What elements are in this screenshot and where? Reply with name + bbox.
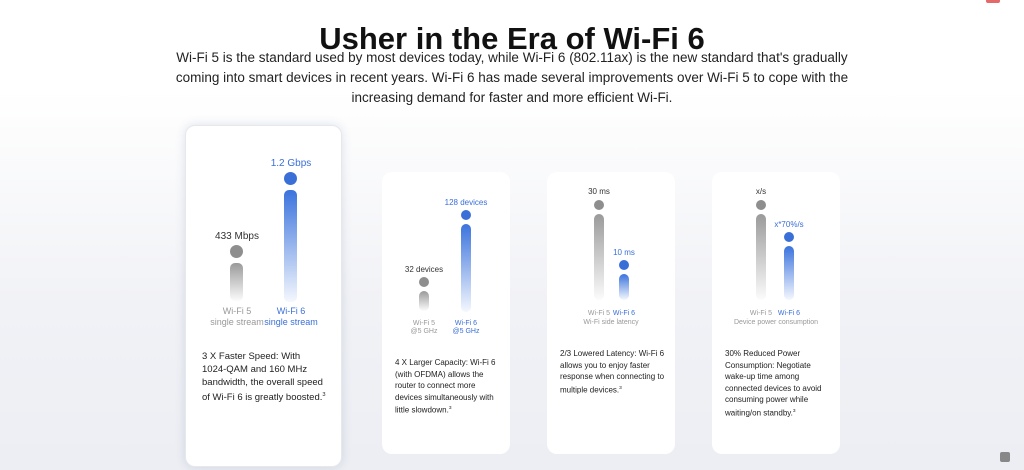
wifi5-label: Wi-Fi 5 <box>749 310 773 317</box>
wifi5-label: Wi-Fi 5 @5 GHz <box>410 320 438 336</box>
wifi5-value: x/s <box>755 187 767 196</box>
corner-accent <box>986 0 1000 3</box>
feature-description: 30% Reduced Power Consumption: Negotiate… <box>725 349 822 418</box>
wifi6-value: 128 devices <box>444 198 488 207</box>
feature-description: 4 X Larger Capacity: Wi-Fi 6 (with OFDMA… <box>395 358 496 415</box>
intro-paragraph: Wi-Fi 5 is the standard used by most dev… <box>175 50 849 105</box>
wifi5-bar <box>594 214 604 300</box>
chart-caption: Wi-Fi side latency <box>583 319 639 326</box>
chat-widget-icon[interactable] <box>1000 452 1010 462</box>
wifi5-value: 32 devices <box>404 265 444 274</box>
wifi6-value: x*70%/s <box>774 220 804 229</box>
wifi6-bar <box>784 246 794 300</box>
wifi6-label: Wi-Fi 6 <box>777 310 801 317</box>
feature-description: 3 X Faster Speed: With 1024-QAM and 160 … <box>202 351 326 404</box>
feature-card-capacity[interactable]: 32 devices 128 devices Wi-Fi 5 @5 GHz Wi… <box>382 172 510 454</box>
wifi5-bar <box>230 263 243 301</box>
wifi5-value: 30 ms <box>588 187 610 196</box>
wifi6-label: Wi-Fi 6 single stream <box>264 306 318 327</box>
wifi5-dot <box>230 245 243 258</box>
wifi5-dot <box>594 200 604 210</box>
wifi6-label: Wi-Fi 6 @5 GHz <box>452 320 480 336</box>
wifi5-value: 433 Mbps <box>215 231 259 242</box>
wifi5-label: Wi-Fi 5 <box>587 310 611 317</box>
wifi6-dot <box>619 260 629 270</box>
wifi5-bar <box>419 291 429 311</box>
wifi6-dot <box>461 210 471 220</box>
wifi6-bar <box>619 274 629 300</box>
feature-card-speed[interactable]: 433 Mbps 1.2 Gbps Wi-Fi 5 single stream … <box>185 125 342 467</box>
chart-caption: Device power consumption <box>733 319 819 326</box>
feature-card-latency[interactable]: 30 ms 10 ms Wi-Fi 5 Wi-Fi 6 Wi-Fi side l… <box>547 172 675 454</box>
wifi5-label: Wi-Fi 5 single stream <box>210 306 264 327</box>
wifi5-dot <box>756 200 766 210</box>
wifi6-label: Wi-Fi 6 <box>612 310 636 317</box>
feature-description: 2/3 Lowered Latency: Wi-Fi 6 allows you … <box>560 349 665 395</box>
wifi6-bar <box>284 190 297 302</box>
wifi6-bar <box>461 224 471 312</box>
page-title: Usher in the Era of Wi-Fi 6 <box>319 20 705 56</box>
feature-card-power[interactable]: x/s x*70%/s Wi-Fi 5 Wi-Fi 6 Device power… <box>712 172 840 454</box>
wifi5-dot <box>419 277 429 287</box>
wifi6-dot <box>784 232 794 242</box>
wifi6-value: 10 ms <box>613 248 635 257</box>
wifi6-dot <box>284 172 297 185</box>
wifi5-bar <box>756 214 766 300</box>
wifi6-value: 1.2 Gbps <box>270 158 312 169</box>
